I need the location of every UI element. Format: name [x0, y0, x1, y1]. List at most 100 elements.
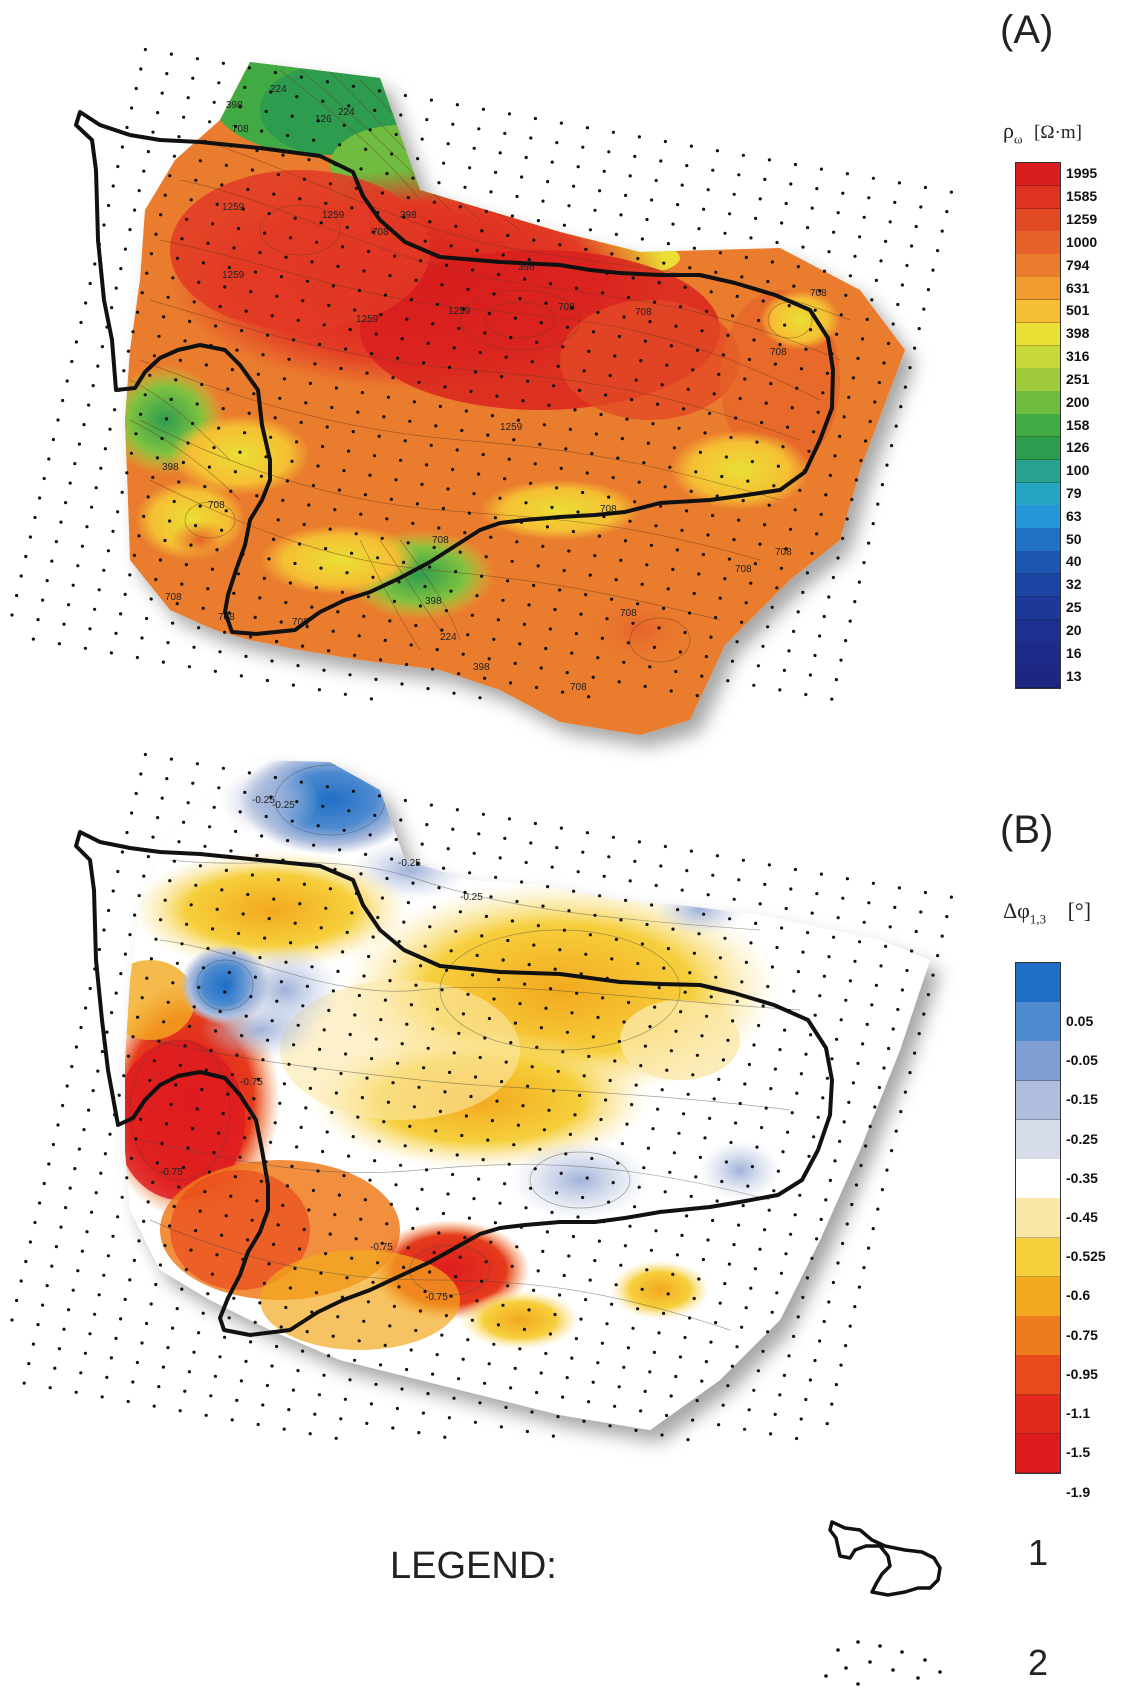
station-point	[221, 61, 225, 65]
station-point	[403, 798, 407, 803]
resistivity-fill-layers	[125, 62, 851, 670]
station-point	[850, 497, 854, 502]
station-point	[93, 1312, 97, 1316]
contour-label: 398	[226, 100, 243, 111]
station-point	[468, 166, 472, 170]
station-point	[235, 348, 239, 352]
station-point	[224, 163, 228, 167]
station-point	[171, 276, 175, 280]
station-point	[77, 442, 81, 446]
station-point	[217, 1131, 221, 1135]
station-point	[298, 542, 302, 546]
station-point	[212, 446, 216, 450]
station-point	[705, 1014, 709, 1018]
station-point	[316, 119, 320, 123]
station-point	[276, 518, 280, 522]
station-point	[230, 1073, 234, 1077]
station-point	[463, 890, 467, 894]
station-point	[342, 828, 346, 832]
station-point	[212, 805, 216, 809]
station-point	[596, 310, 600, 314]
station-point	[497, 272, 501, 277]
station-point	[862, 920, 866, 924]
station-point	[555, 141, 559, 145]
station-point	[241, 1257, 245, 1261]
station-point	[905, 968, 909, 973]
station-point	[64, 1206, 68, 1210]
station-point	[145, 976, 149, 980]
station-point	[426, 1046, 430, 1050]
station-point	[949, 895, 954, 899]
station-point	[870, 298, 874, 302]
station-point	[815, 1237, 819, 1241]
station-point	[166, 1346, 170, 1350]
station-point	[787, 1354, 791, 1358]
station-point	[232, 246, 236, 250]
station-point	[237, 931, 241, 936]
station-point	[773, 1067, 778, 1071]
station-point	[198, 159, 202, 163]
station-point	[532, 943, 536, 947]
station-point	[516, 1123, 521, 1127]
station-point	[291, 683, 295, 687]
station-point	[562, 928, 567, 932]
station-point	[423, 1289, 427, 1294]
station-point	[643, 339, 648, 343]
station-point	[590, 451, 594, 456]
legend-station-dots-icon	[824, 1640, 942, 1686]
station-point	[275, 1344, 279, 1349]
station-point	[714, 616, 718, 620]
station-point	[922, 1012, 926, 1016]
station-point	[706, 533, 710, 537]
station-point	[884, 944, 888, 949]
station-point	[486, 433, 490, 437]
station-point	[452, 346, 456, 350]
station-point	[831, 1280, 836, 1285]
station-point	[602, 874, 606, 878]
station-point	[142, 874, 146, 878]
station-point	[565, 325, 570, 329]
station-point	[406, 541, 410, 545]
station-point	[116, 510, 120, 514]
station-point	[10, 613, 14, 617]
station-point	[327, 303, 331, 307]
station-point	[839, 1018, 843, 1022]
station-point	[828, 1178, 833, 1182]
station-point	[350, 1256, 354, 1260]
station-point	[301, 299, 305, 303]
station-point	[495, 1099, 499, 1103]
station-point	[888, 220, 892, 224]
station-point	[287, 1408, 291, 1412]
station-point	[319, 1271, 323, 1275]
colorbar-swatch	[1016, 1237, 1060, 1278]
station-point	[28, 535, 32, 539]
station-point	[709, 995, 713, 999]
station-point	[374, 332, 378, 336]
station-point	[936, 249, 940, 253]
station-point	[356, 410, 360, 414]
colorbar-swatch	[1016, 551, 1060, 575]
station-point	[334, 1436, 338, 1440]
station-point	[579, 1317, 583, 1321]
station-point	[865, 317, 869, 321]
station-point	[657, 626, 661, 630]
station-point	[633, 500, 637, 504]
station-point	[818, 994, 822, 998]
station-point	[510, 1264, 514, 1268]
station-point	[220, 528, 224, 532]
station-point	[515, 194, 519, 199]
station-point	[717, 1423, 721, 1427]
station-point	[405, 1367, 409, 1372]
station-point	[740, 275, 744, 279]
station-point	[579, 267, 583, 271]
legend-dot	[900, 1650, 904, 1654]
station-point	[862, 561, 866, 565]
station-point	[683, 1335, 687, 1340]
station-point	[287, 357, 291, 361]
station-point	[614, 578, 618, 582]
station-point	[423, 584, 427, 589]
station-point	[262, 1281, 266, 1285]
station-point	[675, 1253, 680, 1257]
station-point	[536, 1269, 540, 1273]
station-point	[198, 1209, 202, 1213]
